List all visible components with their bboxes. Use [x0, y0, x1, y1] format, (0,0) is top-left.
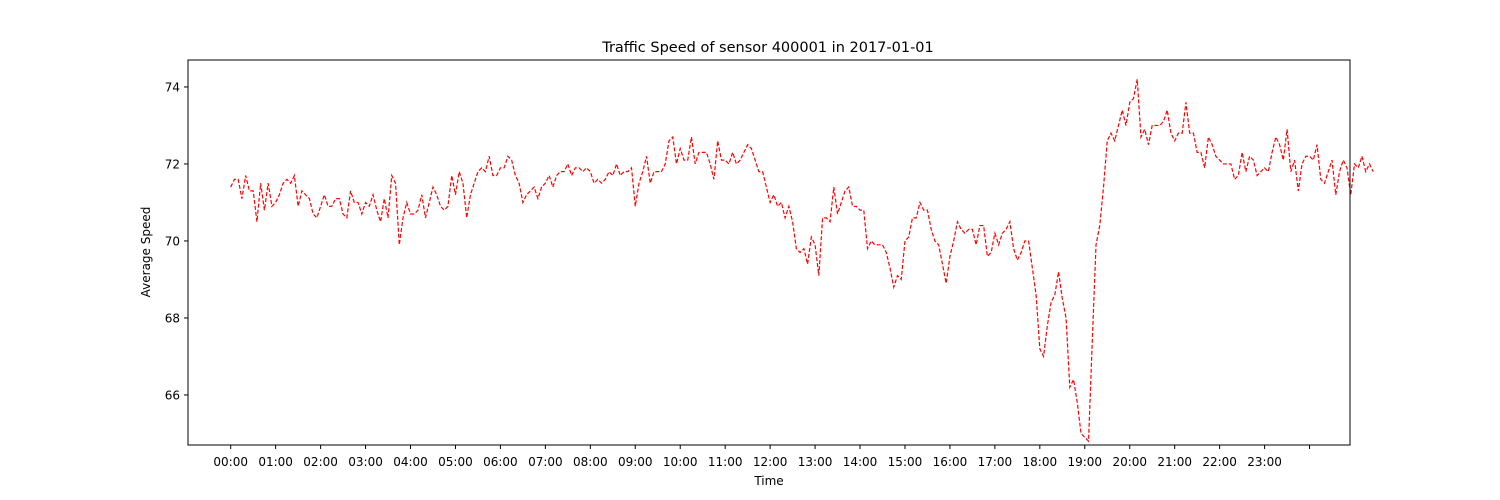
x-axis-title: Time: [753, 474, 783, 488]
plot-area-frame: [187, 59, 1351, 446]
y-tick-label: 68: [165, 311, 180, 325]
x-tick-label: 22:00: [1202, 455, 1237, 469]
x-tick-label: 16:00: [933, 455, 968, 469]
y-tick-label: 70: [165, 234, 180, 248]
x-tick-label: 14:00: [843, 455, 878, 469]
x-tick-label: 07:00: [528, 455, 563, 469]
x-tick-label: 08:00: [573, 455, 608, 469]
x-tick-label: 02:00: [303, 455, 338, 469]
x-tick-label: 23:00: [1247, 455, 1282, 469]
x-tick-label: 05:00: [438, 455, 473, 469]
x-tick-label: 19:00: [1067, 455, 1102, 469]
y-tick-label: 74: [165, 80, 180, 94]
x-tick-label: 01:00: [258, 455, 293, 469]
x-tick-label: 06:00: [483, 455, 518, 469]
y-axis-title: Average Speed: [139, 207, 153, 298]
x-tick-label: 12:00: [753, 455, 788, 469]
data-layer: [230, 79, 1374, 443]
x-tick-label: 11:00: [708, 455, 743, 469]
x-axis: 00:00 01:00 02:00 03:00 04:00 05:00 06:00 07:00…: [213, 445, 1311, 469]
x-tick-label: 17:00: [978, 455, 1013, 469]
x-tick-label: 00:00: [213, 455, 248, 469]
x-tick-label: 03:00: [348, 455, 383, 469]
y-axis: 66 68 70 72 74: [165, 80, 188, 402]
x-tick-label: 15:00: [888, 455, 923, 469]
y-tick-label: 66: [165, 388, 180, 402]
y-tick-label: 72: [165, 157, 180, 171]
x-tick-label: 20:00: [1112, 455, 1147, 469]
series-line: [230, 79, 1374, 443]
x-tick-label: 09:00: [618, 455, 653, 469]
x-tick-label: 04:00: [393, 455, 428, 469]
x-tick-label: 13:00: [798, 455, 833, 469]
x-tick-label: 10:00: [663, 455, 698, 469]
x-tick-label: 18:00: [1023, 455, 1058, 469]
x-tick-label: 21:00: [1157, 455, 1192, 469]
chart-title: Traffic Speed of sensor 400001 in 2017-0…: [601, 40, 934, 56]
